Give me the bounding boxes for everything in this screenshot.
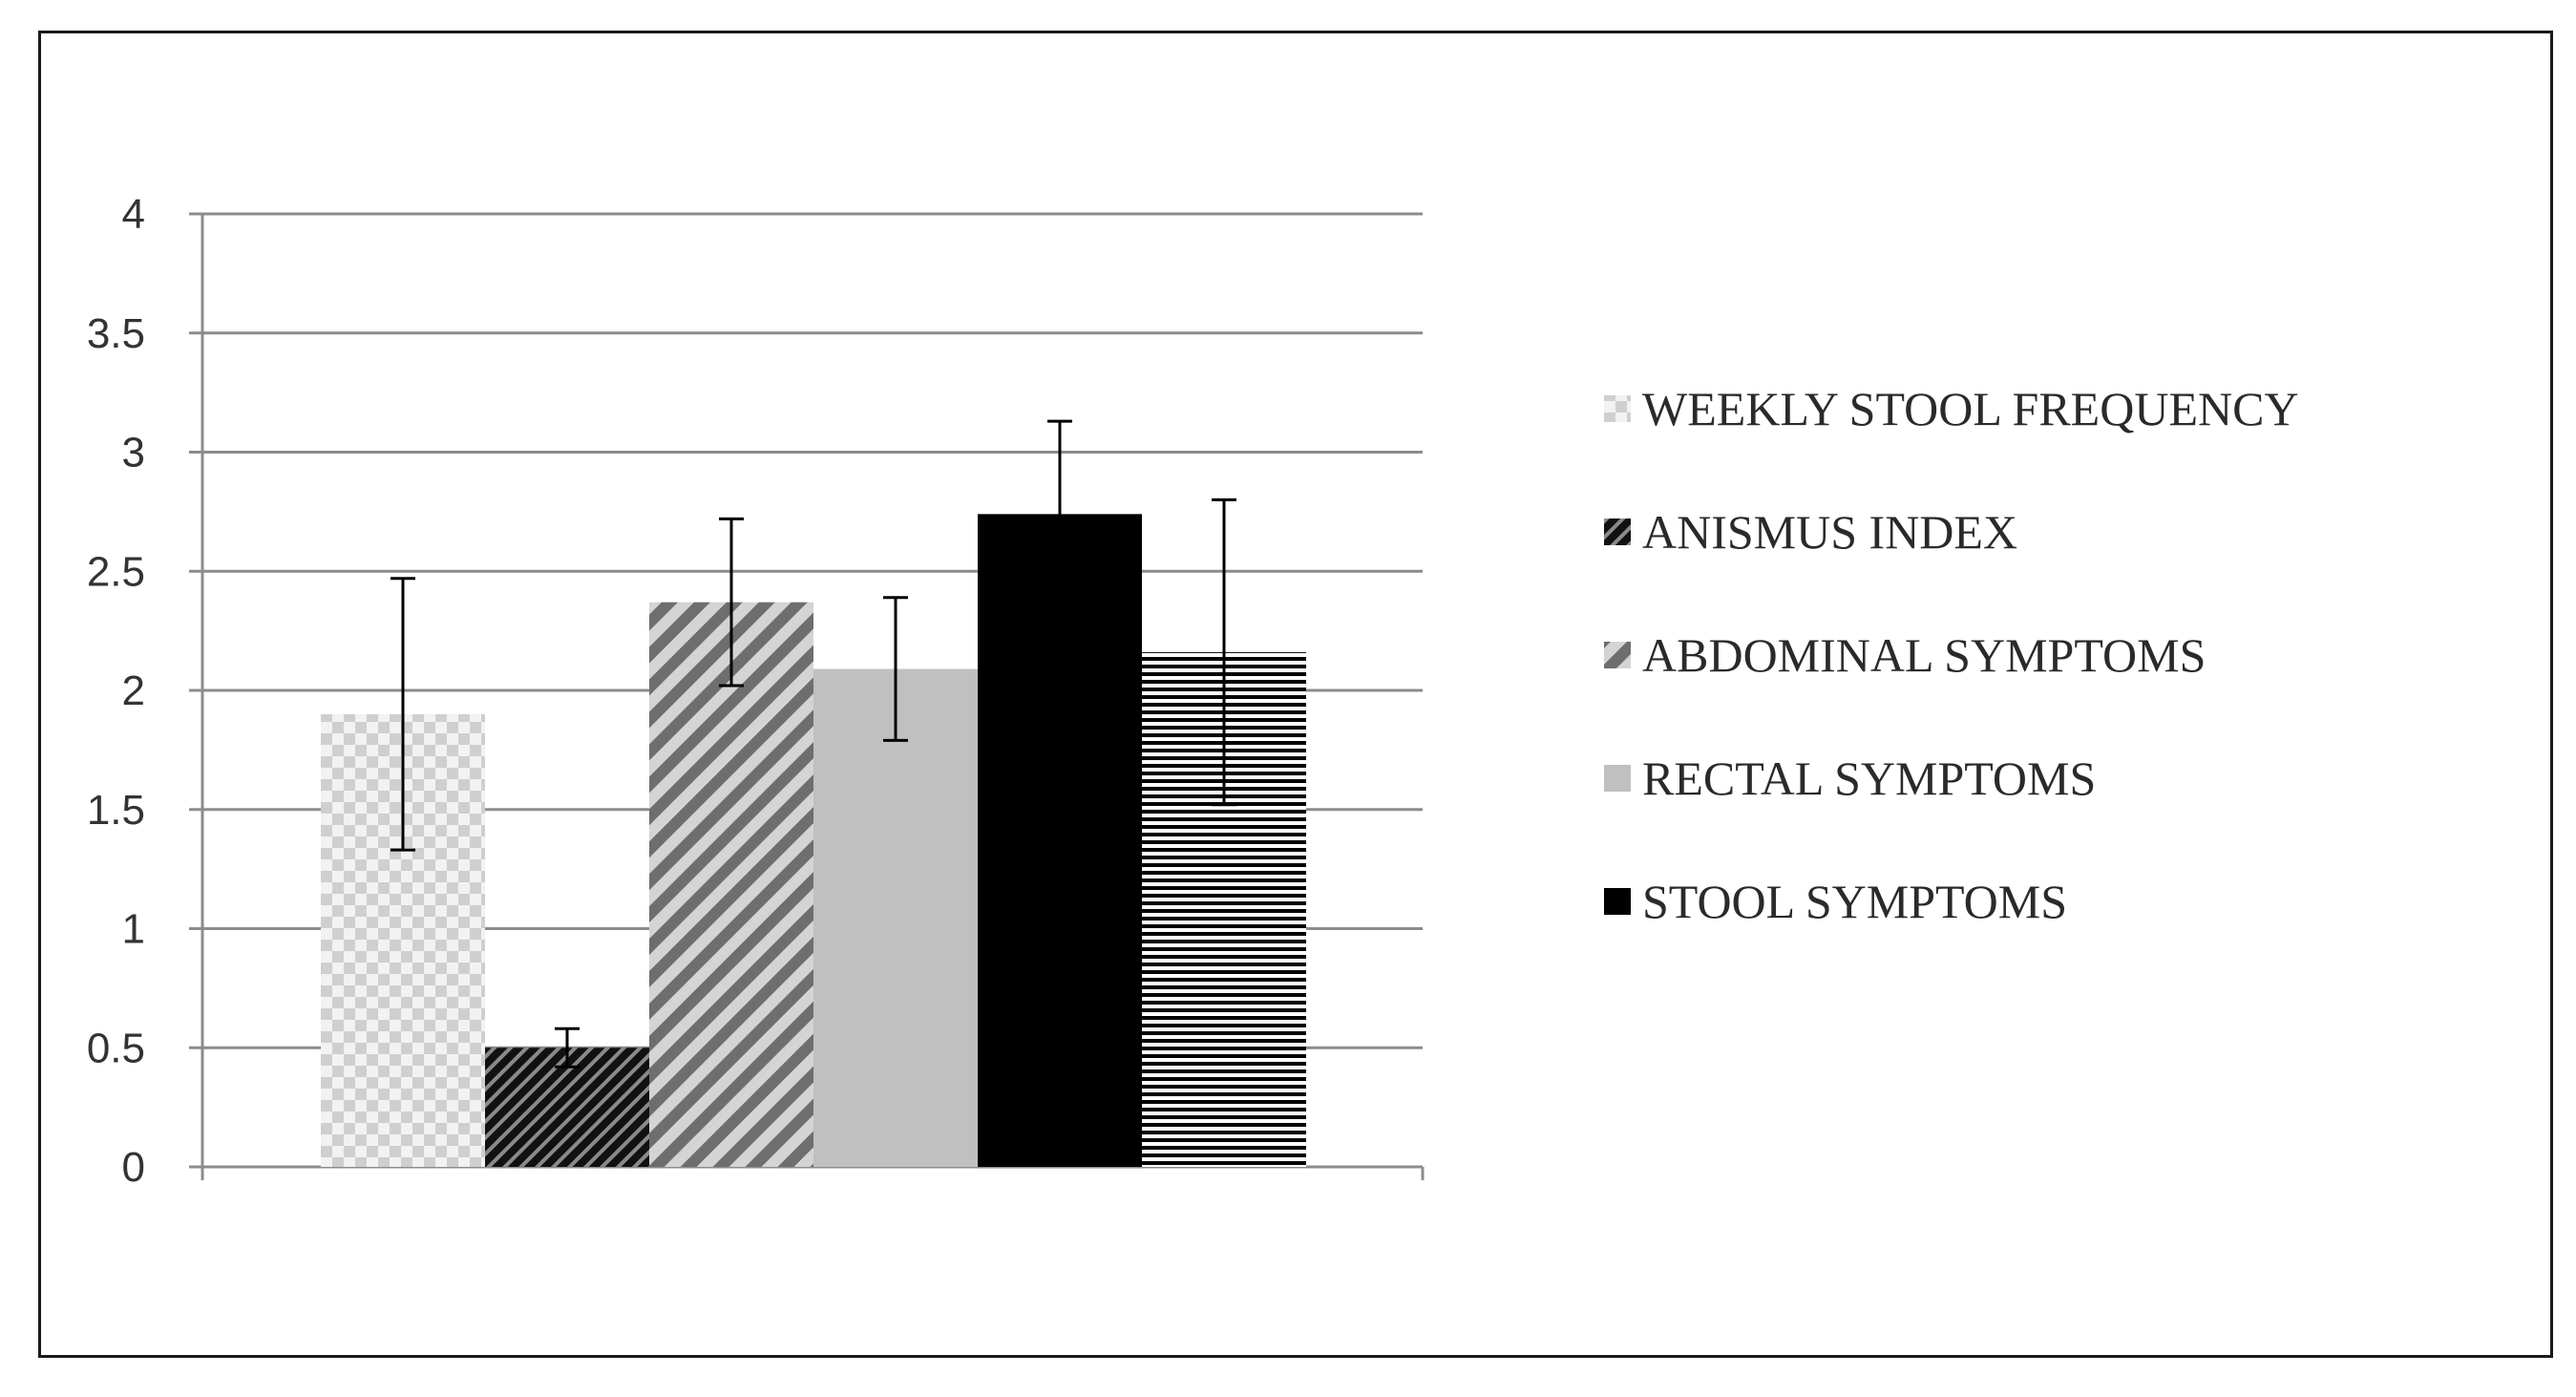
y-tick-label: 2 [122,667,145,714]
legend-label: RECTAL SYMPTOMS [1642,751,2096,805]
legend: WEEKLY STOOL FREQUENCY ANISMUS INDEX ABDOM… [1604,382,2299,928]
y-tick-label: 3 [122,430,145,476]
legend-label: STOOL SYMPTOMS [1642,875,2067,928]
legend-swatch [1604,765,1631,792]
legend-label: WEEKLY STOOL FREQUENCY [1642,382,2299,435]
legend-swatch [1604,642,1631,668]
legend-label: ABDOMINAL SYMPTOMS [1642,628,2206,682]
legend-label: ANISMUS INDEX [1642,505,2017,559]
y-tick-label: 4 [122,191,145,238]
bar-rectal-symptoms [813,668,978,1167]
y-tick-label: 1.5 [87,787,145,834]
error-bars [391,419,1236,1069]
y-tick-label: 2.5 [87,548,145,595]
y-tick-label: 1 [122,906,145,953]
bar-abdominal-symptoms [649,602,813,1167]
bar-stool-symptoms [978,514,1142,1167]
legend-swatch [1604,395,1631,422]
chart-frame [38,31,2553,1358]
y-tick-label: 3.5 [87,310,145,357]
legend-swatch [1604,888,1631,915]
legend-swatch [1604,519,1631,545]
y-tick-label: 0 [122,1144,145,1191]
bars [321,514,1306,1167]
y-tick-label: 0.5 [87,1025,145,1071]
